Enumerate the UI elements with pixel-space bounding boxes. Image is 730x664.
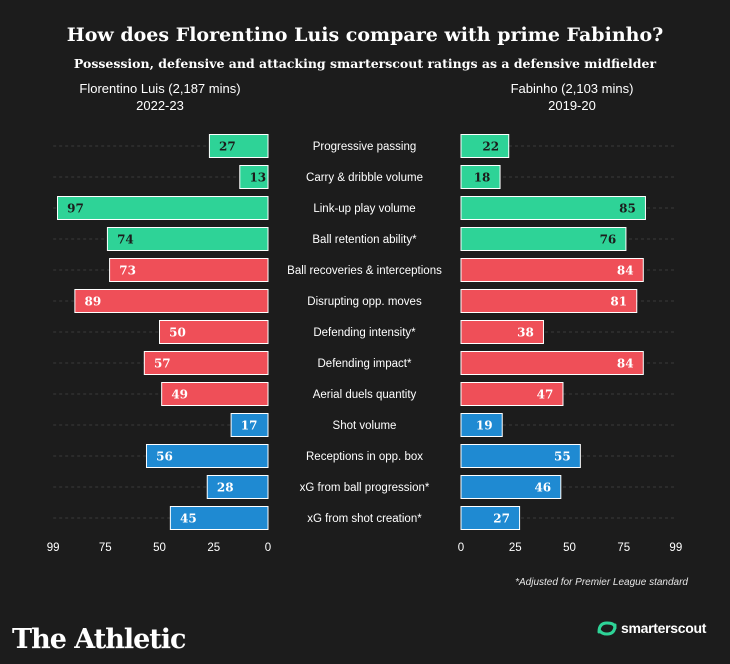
smarterscout-icon — [597, 621, 617, 636]
right-bar-label: 27 — [493, 512, 510, 526]
category-label: Receptions in opp. box — [306, 451, 423, 463]
right-bar-label: 38 — [517, 326, 534, 340]
the-athletic-logo: The Athletic — [12, 624, 186, 655]
left-bar-label: 45 — [180, 512, 197, 526]
category-label: Progressive passing — [313, 141, 417, 153]
left-axis-tick: 75 — [99, 542, 112, 554]
left-axis-tick: 99 — [47, 542, 60, 554]
right-player-season: 2019-20 — [548, 98, 596, 113]
left-bar-label: 56 — [156, 450, 173, 464]
left-bar-label: 28 — [217, 481, 234, 495]
left-bar — [239, 165, 269, 189]
right-bar — [460, 196, 646, 220]
left-player-name: Florentino Luis (2,187 mins) — [79, 81, 241, 96]
category-label: Ball recoveries & interceptions — [287, 265, 442, 277]
right-axis-tick: 99 — [669, 542, 682, 554]
left-bar — [161, 382, 269, 406]
left-bar — [109, 258, 269, 282]
left-axis-tick: 25 — [207, 542, 220, 554]
left-bar — [206, 475, 269, 499]
left-bar — [74, 289, 269, 313]
left-player-season: 2022-23 — [136, 98, 184, 113]
right-bar — [460, 413, 503, 437]
category-label: xG from ball progression* — [300, 482, 430, 494]
footnote: *Adjusted for Premier League standard — [515, 577, 688, 588]
category-label: Shot volume — [333, 420, 397, 432]
smarterscout-logo: smarterscout — [596, 618, 706, 638]
left-bar-label: 27 — [219, 140, 236, 154]
right-axis-tick: 75 — [617, 542, 630, 554]
right-bar — [460, 165, 501, 189]
smarterscout-wordmark: smarterscout — [621, 620, 707, 636]
category-label: Ball retention ability* — [312, 234, 417, 246]
left-player-heading: Florentino Luis (2,187 mins) 2022-23 — [50, 80, 270, 114]
left-bar — [145, 444, 269, 468]
left-bar-label: 89 — [85, 295, 102, 309]
chart-subtitle: Possession, defensive and attacking smar… — [73, 56, 657, 71]
right-bar-label: 47 — [537, 388, 554, 402]
right-axis-tick: 50 — [563, 542, 576, 554]
right-bar — [460, 351, 644, 375]
right-bar-label: 84 — [617, 357, 634, 371]
right-bar — [460, 227, 627, 251]
right-bar-label: 85 — [619, 202, 636, 216]
chart-title: How does Florentino Luis compare with pr… — [66, 24, 664, 46]
category-label: Aerial duels quantity — [313, 389, 417, 401]
right-player-name: Fabinho (2,103 mins) — [510, 81, 634, 96]
left-bar — [169, 506, 269, 530]
left-bar — [57, 196, 269, 220]
category-label: Disrupting opp. moves — [307, 296, 422, 308]
left-bar-label: 50 — [169, 326, 186, 340]
left-bar — [143, 351, 269, 375]
right-bar-label: 19 — [476, 419, 493, 433]
left-bar-label: 13 — [249, 171, 266, 185]
category-label: Defending intensity* — [313, 327, 416, 339]
left-axis-tick: 0 — [265, 542, 271, 554]
left-bar-label: 73 — [119, 264, 136, 278]
category-label: Link-up play volume — [313, 203, 415, 215]
left-bar-label: 17 — [241, 419, 258, 433]
right-bar-label: 55 — [554, 450, 571, 464]
right-bar — [460, 289, 638, 313]
right-bar-label: 76 — [600, 233, 617, 247]
right-bar-label: 46 — [534, 481, 551, 495]
left-bar-label: 97 — [67, 202, 84, 216]
category-label: Defending impact* — [318, 358, 412, 370]
right-bar-label: 84 — [617, 264, 634, 278]
right-bar — [460, 506, 521, 530]
right-bar — [460, 475, 562, 499]
right-bar — [460, 134, 510, 158]
left-bar — [208, 134, 269, 158]
right-bar — [460, 258, 644, 282]
left-bar — [230, 413, 269, 437]
left-bar-label: 57 — [154, 357, 171, 371]
category-label: Carry & dribble volume — [306, 172, 423, 184]
left-axis-tick: 50 — [153, 542, 166, 554]
right-bar — [460, 382, 564, 406]
left-bar — [159, 320, 269, 344]
right-axis-tick: 0 — [458, 542, 464, 554]
right-bar-label: 22 — [482, 140, 499, 154]
right-axis-tick: 25 — [509, 542, 522, 554]
right-bar — [460, 444, 581, 468]
right-bar — [460, 320, 544, 344]
right-bar-label: 81 — [610, 295, 627, 309]
left-bar-label: 74 — [117, 233, 134, 247]
right-bar-label: 18 — [474, 171, 491, 185]
right-player-heading: Fabinho (2,103 mins) 2019-20 — [462, 80, 682, 114]
left-bar — [106, 227, 269, 251]
category-label: xG from shot creation* — [307, 513, 422, 525]
left-bar-label: 49 — [171, 388, 188, 402]
